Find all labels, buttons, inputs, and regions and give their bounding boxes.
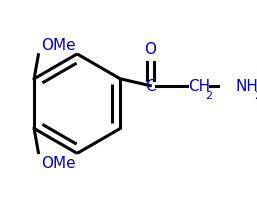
Text: OMe: OMe — [41, 38, 76, 53]
Text: OMe: OMe — [41, 155, 76, 170]
Text: CH: CH — [188, 79, 210, 94]
Text: 2: 2 — [254, 91, 257, 100]
Text: 2: 2 — [205, 91, 212, 100]
Text: O: O — [144, 42, 156, 57]
Text: NH: NH — [235, 79, 257, 94]
Text: C: C — [145, 79, 155, 94]
